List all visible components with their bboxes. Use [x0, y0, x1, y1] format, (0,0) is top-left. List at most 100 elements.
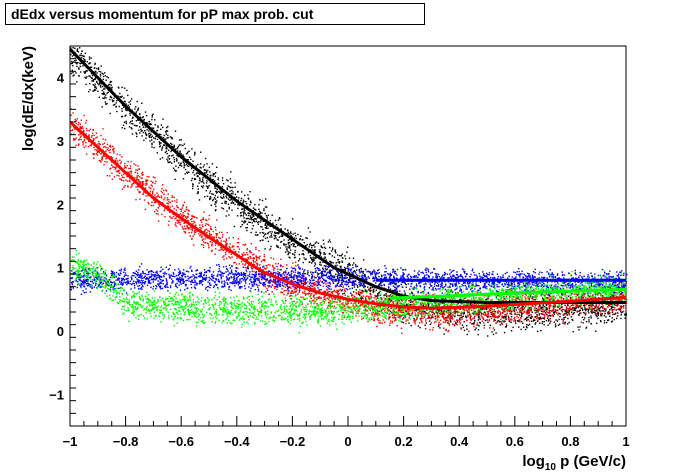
data-point	[267, 233, 269, 235]
data-point	[590, 310, 592, 312]
data-point	[609, 309, 611, 311]
data-point	[173, 161, 176, 163]
data-point	[253, 253, 255, 255]
data-point	[149, 123, 152, 125]
data-point	[388, 318, 390, 320]
data-point	[616, 317, 618, 320]
data-point	[319, 261, 322, 264]
data-point	[225, 249, 227, 252]
data-point	[88, 136, 90, 139]
data-point	[263, 209, 265, 212]
data-point	[294, 232, 296, 234]
data-point	[486, 307, 488, 309]
data-point	[132, 116, 134, 118]
data-point	[427, 303, 430, 306]
data-point	[290, 266, 293, 269]
data-point	[567, 323, 569, 325]
data-point	[210, 204, 213, 206]
data-point	[106, 175, 109, 177]
data-point	[346, 316, 348, 318]
data-point	[215, 235, 218, 237]
data-point	[277, 282, 280, 284]
data-point	[148, 176, 150, 178]
data-point	[524, 300, 526, 302]
data-point	[505, 307, 507, 309]
data-point	[95, 137, 97, 139]
data-point	[369, 309, 371, 312]
data-point	[283, 239, 285, 241]
data-point	[220, 247, 222, 249]
data-point	[607, 311, 609, 314]
data-point	[413, 299, 416, 301]
data-point	[284, 271, 287, 273]
data-point	[262, 220, 264, 222]
data-point	[274, 236, 276, 238]
data-point	[174, 178, 176, 181]
data-point	[577, 305, 579, 307]
data-point	[96, 149, 98, 151]
data-point	[356, 265, 359, 268]
data-point	[258, 213, 260, 216]
data-point	[221, 179, 224, 182]
data-point	[585, 312, 587, 314]
data-point	[297, 293, 299, 295]
data-point	[147, 122, 149, 125]
data-point	[590, 315, 592, 317]
data-point	[609, 305, 611, 307]
data-point	[128, 167, 130, 170]
data-point	[534, 312, 536, 314]
data-point	[206, 170, 208, 172]
data-point	[396, 285, 399, 287]
data-point	[434, 302, 436, 305]
data-point	[591, 312, 593, 314]
data-point	[493, 310, 496, 313]
data-point	[536, 330, 539, 333]
data-point	[454, 315, 456, 318]
data-point	[228, 208, 230, 210]
data-point	[290, 234, 292, 236]
data-point	[98, 145, 100, 147]
data-point	[81, 125, 84, 128]
data-point	[250, 231, 252, 234]
data-point	[323, 252, 325, 254]
data-point	[176, 199, 178, 201]
data-point	[84, 52, 87, 54]
data-point	[83, 55, 85, 57]
data-point	[121, 156, 123, 158]
data-point	[183, 156, 185, 158]
data-point	[330, 250, 333, 252]
data-point	[328, 296, 331, 298]
data-point	[256, 259, 258, 261]
data-point	[229, 243, 231, 245]
data-point	[530, 306, 532, 309]
data-point	[395, 307, 398, 309]
data-point	[581, 294, 583, 297]
data-point	[381, 309, 383, 312]
data-point	[385, 293, 387, 295]
data-point	[249, 204, 251, 206]
data-point	[190, 228, 192, 230]
data-point	[262, 239, 264, 241]
data-point	[123, 106, 125, 108]
data-point	[546, 311, 549, 313]
data-point	[290, 291, 292, 293]
data-point	[590, 317, 592, 319]
data-point	[425, 318, 427, 320]
data-point	[415, 319, 417, 321]
data-point	[535, 307, 538, 310]
data-point	[515, 299, 517, 302]
data-point	[549, 310, 552, 312]
data-point	[217, 178, 219, 181]
data-point	[168, 211, 171, 213]
data-point	[88, 63, 90, 65]
data-point	[183, 163, 185, 165]
data-point	[597, 308, 600, 310]
data-point	[229, 178, 232, 180]
data-point	[208, 247, 210, 249]
data-point	[310, 244, 313, 247]
data-point	[278, 236, 281, 238]
data-point	[209, 198, 211, 201]
data-point	[209, 181, 211, 183]
data-point	[78, 75, 80, 77]
data-point	[286, 276, 288, 278]
